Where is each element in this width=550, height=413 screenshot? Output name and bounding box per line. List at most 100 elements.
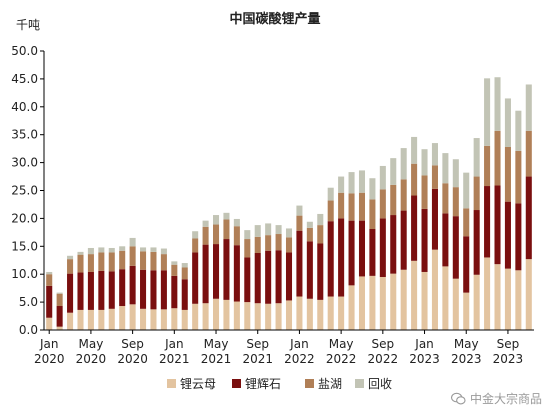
y-tick-label: 10.0 [11, 267, 38, 281]
bar-segment-2-2022-07 [358, 220, 366, 277]
bar-segment-1-2021-05 [213, 298, 220, 330]
bar-segment-4-2022-08 [369, 178, 376, 200]
x-tick-label-year: 2023 [451, 352, 482, 366]
bar-segment-1-2020-07 [108, 308, 115, 330]
bar-segment-2-2022-11 [400, 210, 407, 270]
x-tick-label-year: 2021 [242, 352, 273, 366]
bar-segment-3-2021-10 [265, 235, 272, 251]
bar-segment-1-2020-02 [56, 326, 63, 330]
bar-segment-3-2020-08 [119, 250, 126, 270]
bar-segment-2-2023-06 [473, 210, 480, 275]
legend-label-1: 锂云母 [180, 376, 216, 391]
bar-segment-2-2023-01 [421, 208, 428, 272]
bar-segment-1-2020-09 [129, 304, 136, 330]
bar-segment-4-2022-04 [327, 187, 334, 201]
bar-segment-2-2021-09 [254, 253, 261, 304]
bar-segment-4-2020-01 [46, 271, 53, 275]
bar-segment-3-2022-07 [358, 192, 366, 221]
bar-segment-4-2020-03 [67, 255, 74, 260]
x-tick-label-year: 2020 [34, 352, 65, 366]
x-tick-label-year: 2023 [493, 352, 524, 366]
bar-segment-4-2023-09 [504, 98, 511, 147]
bar-segment-2-2020-06 [98, 270, 105, 310]
bar-segment-4-2022-06 [348, 172, 355, 194]
bar-segment-1-2021-11 [275, 303, 282, 330]
bar-segment-3-2023-01 [421, 175, 428, 209]
bar-segment-3-2020-12 [160, 254, 167, 271]
x-tick-label-year: 2021 [201, 352, 232, 366]
bar-segment-1-2022-04 [327, 296, 334, 330]
chart-title: 中国碳酸锂产量 [229, 11, 320, 27]
bar-segment-4-2022-09 [379, 165, 386, 190]
bar-segment-4-2020-10 [140, 247, 147, 252]
bar-segment-3-2021-03 [192, 238, 199, 253]
bar-segment-4-2021-09 [254, 225, 261, 237]
bar-segment-2-2021-07 [233, 245, 240, 302]
x-tick-label-year: 2021 [159, 352, 190, 366]
bar-segment-4-2021-08 [244, 230, 251, 240]
y-unit-label: 千吨 [16, 18, 40, 32]
bar-segment-2-2023-05 [463, 236, 470, 293]
bar-segment-3-2022-12 [411, 163, 418, 196]
x-axis: Jan2020May2020Sep2020Jan2021May2021Sep20… [34, 329, 534, 366]
y-tick-label: 0.0 [19, 323, 38, 337]
bar-segment-2-2023-03 [442, 213, 449, 267]
legend: 锂云母 锂辉石 盐湖 回收 [167, 376, 392, 391]
x-tick-label-month: May [454, 337, 479, 351]
bar-segment-1-2022-03 [317, 299, 324, 330]
x-tick-label-month: Sep [121, 337, 144, 351]
bar-segment-2-2020-05 [87, 271, 94, 310]
y-tick-label: 25.0 [11, 184, 38, 198]
bar-segment-3-2021-01 [171, 264, 178, 276]
bar-segment-4-2023-11 [525, 84, 532, 131]
bar-segment-3-2020-01 [46, 274, 53, 286]
bar-segment-3-2020-06 [98, 252, 105, 271]
bar-segment-1-2023-03 [442, 266, 449, 330]
bar-segment-4-2023-06 [473, 138, 480, 177]
legend-swatch-1 [167, 379, 176, 388]
legend-swatch-3 [305, 379, 314, 388]
bar-segment-3-2021-12 [285, 237, 293, 253]
bar-segment-3-2020-05 [87, 254, 94, 272]
x-tick-label-month: May [79, 337, 104, 351]
bar-segment-2-2021-08 [244, 257, 251, 303]
x-tick-label-month: Jan [414, 337, 434, 351]
bar-segment-1-2020-01 [46, 317, 53, 330]
bar-segment-4-2022-05 [338, 176, 345, 193]
y-tick-label: 35.0 [11, 128, 38, 142]
bar-segment-3-2020-07 [108, 252, 115, 272]
legend-label-3: 盐湖 [318, 376, 342, 391]
bar-segment-1-2021-08 [244, 302, 251, 330]
bar-segment-3-2023-02 [431, 165, 438, 189]
bar-segment-2-2021-06 [223, 239, 230, 300]
bar-segment-3-2023-03 [442, 183, 449, 214]
bar-segment-2-2022-10 [390, 215, 397, 274]
bar-segment-4-2021-01 [171, 261, 178, 265]
bar-segment-2-2023-09 [504, 201, 511, 269]
bar-segment-3-2023-05 [463, 208, 470, 237]
x-tick-label-month: Jan [164, 337, 184, 351]
bar-segment-4-2022-01 [296, 205, 303, 216]
bar-segment-1-2020-12 [160, 309, 167, 330]
bar-segment-4-2020-02 [56, 292, 63, 294]
bar-segment-3-2021-06 [223, 219, 230, 240]
bar-segment-1-2021-10 [265, 303, 272, 330]
watermark: 中金大宗商品 [450, 390, 542, 407]
bar-segment-2-2022-03 [317, 243, 324, 300]
bar-segment-4-2021-06 [223, 212, 230, 220]
bar-segment-2-2020-04 [77, 272, 84, 310]
bar-segment-2-2020-08 [119, 269, 126, 307]
bar-segment-3-2023-10 [515, 150, 522, 204]
bar-segment-2-2021-04 [202, 244, 209, 304]
bar-segment-3-2020-10 [140, 251, 147, 270]
bar-segment-1-2021-12 [285, 300, 293, 330]
bar-segment-4-2022-11 [400, 148, 407, 180]
bar-segment-1-2023-10 [515, 270, 522, 330]
bar-segment-1-2020-06 [98, 309, 105, 330]
x-tick-label-month: Jan [289, 337, 309, 351]
bar-segment-4-2021-05 [213, 215, 220, 225]
bar-segment-1-2020-11 [150, 309, 157, 330]
bar-segment-1-2021-07 [233, 301, 240, 330]
bar-segment-2-2021-01 [171, 275, 178, 309]
bar-segment-2-2022-04 [327, 221, 334, 297]
